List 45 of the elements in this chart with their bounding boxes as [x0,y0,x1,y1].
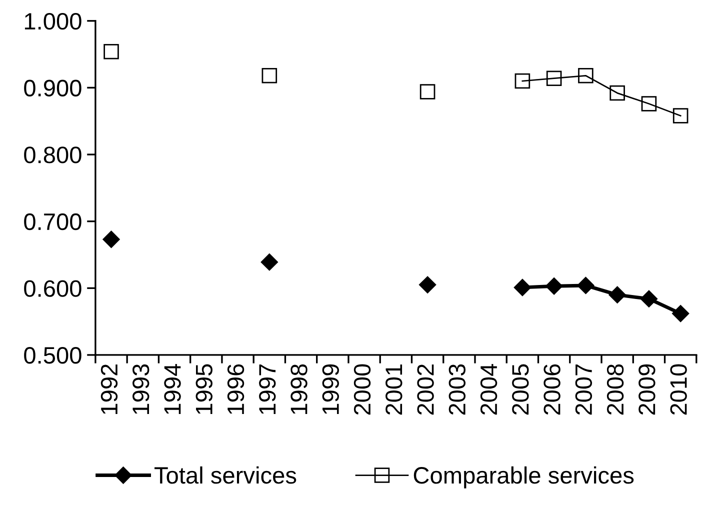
x-tick-label: 2003 [448,364,466,415]
point [260,254,278,271]
x-tick-label: 2006 [544,364,560,415]
x-tick-label: 1993 [132,364,150,414]
x-tick-label: 2001 [386,364,402,415]
point [514,73,530,89]
point [514,278,531,296]
x-tick-label: 1998 [290,364,308,414]
point [577,276,594,294]
x-tick-label: 2004 [480,364,498,415]
x-tick-label: 1992 [100,364,118,414]
x-tick-label: 1996 [227,364,244,414]
legend-label: Comparable services [414,466,634,488]
x-tick-label: 2010 [670,364,687,415]
point [640,290,658,308]
point [546,70,562,86]
point [641,96,657,112]
point [610,85,625,101]
y-tick-label: 1.000 [24,12,82,30]
point [418,276,436,294]
point [608,286,626,304]
x-tick-label: 2005 [512,364,529,415]
point [578,68,594,84]
y-tick-label: 0.800 [24,146,82,164]
point [420,84,436,100]
x-tick-label: 1994 [164,364,181,414]
point [262,68,278,84]
x-tick-label: 2000 [354,364,371,415]
x-tick-label: 1999 [322,364,339,414]
x-tick-label: 1997 [259,364,276,414]
y-tick-label: 0.500 [24,347,82,364]
point [672,108,688,124]
point [102,230,120,248]
point [672,304,690,322]
y-tick-label: 0.600 [24,280,82,297]
y-tick-label: 0.900 [24,80,82,96]
x-tick-label: 2002 [417,364,434,415]
y-tick-label: 0.700 [24,213,82,230]
x-tick-label: 1995 [196,364,212,414]
point [104,44,119,60]
x-tick-label: 2007 [575,364,592,415]
x-tick-label: 2008 [606,364,624,415]
x-tick-label: 2009 [638,364,656,415]
point [546,278,563,295]
legend-label: Total services [154,466,296,484]
